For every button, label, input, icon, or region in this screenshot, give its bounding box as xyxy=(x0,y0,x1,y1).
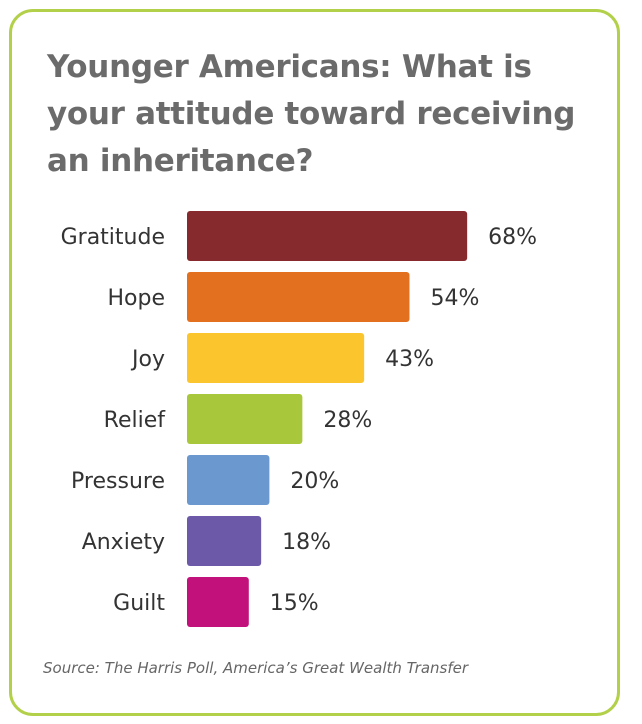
bar-gratitude xyxy=(187,211,468,261)
bar-guilt xyxy=(187,577,249,627)
value-label-relief: 28% xyxy=(323,408,372,433)
category-label-relief: Relief xyxy=(104,408,167,433)
category-label-pressure: Pressure xyxy=(71,469,165,494)
chart-title: Younger Americans: What is your attitude… xyxy=(47,49,576,179)
bar-relief xyxy=(187,394,303,444)
category-label-joy: Joy xyxy=(130,347,165,372)
value-label-anxiety: 18% xyxy=(282,530,331,555)
source-note: Source: The Harris Poll, America’s Great… xyxy=(43,659,469,677)
bar-anxiety xyxy=(187,516,262,566)
value-label-joy: 43% xyxy=(385,347,434,372)
bar-joy xyxy=(187,333,365,383)
value-label-hope: 54% xyxy=(430,286,479,311)
bar-pressure xyxy=(187,455,270,505)
bar-hope xyxy=(187,272,410,322)
category-label-guilt: Guilt xyxy=(113,591,165,616)
value-label-gratitude: 68% xyxy=(488,225,537,250)
category-label-anxiety: Anxiety xyxy=(82,530,165,555)
category-label-gratitude: Gratitude xyxy=(61,225,165,250)
category-label-hope: Hope xyxy=(107,286,165,311)
value-label-pressure: 20% xyxy=(290,469,339,494)
value-label-guilt: 15% xyxy=(270,591,319,616)
